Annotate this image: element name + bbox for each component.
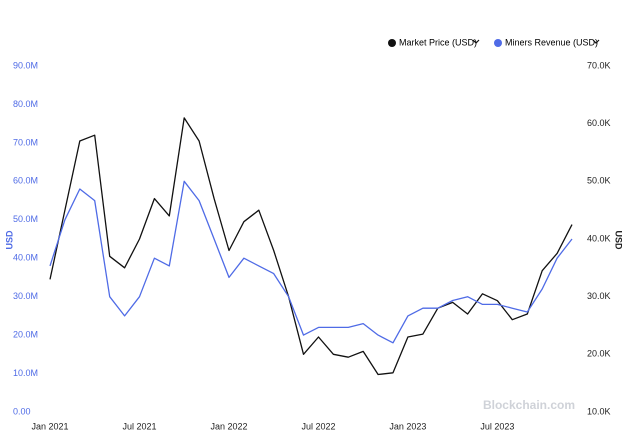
y2-tick-label: 60.0K xyxy=(587,118,611,128)
y-tick-label: 80.0M xyxy=(13,99,38,109)
y2-tick-label: 30.0K xyxy=(587,291,611,301)
y-tick-label: 50.0M xyxy=(13,214,38,224)
y-tick-label: 90.0M xyxy=(13,60,38,70)
legend-chevron xyxy=(592,39,600,44)
watermark: Blockchain.com xyxy=(483,398,575,412)
y-axis-label: USD xyxy=(4,230,14,250)
y2-tick-label: 50.0K xyxy=(587,176,611,186)
x-tick-label: Jan 2022 xyxy=(210,421,247,431)
legend: Market Price (USD) Miners Revenue (USD) xyxy=(388,37,600,47)
legend-chevron xyxy=(472,39,480,44)
y2-tick-label: 70.0K xyxy=(587,60,611,70)
series-line xyxy=(49,180,573,344)
x-tick-label: Jul 2023 xyxy=(480,421,514,431)
y-tick-label: 40.0M xyxy=(13,253,38,263)
legend-swatch xyxy=(388,39,396,47)
legend-label: Market Price (USD) xyxy=(399,37,477,47)
y2-tick-label: 10.0K xyxy=(587,406,611,416)
y-tick-label: 10.0M xyxy=(13,368,38,378)
x-tick-label: Jan 2023 xyxy=(389,421,426,431)
legend-item[interactable]: Market Price (USD) xyxy=(388,37,480,47)
y-tick-label: 70.0M xyxy=(13,137,38,147)
y-tick-label: 30.0M xyxy=(13,291,38,301)
y-tick-label: 60.0M xyxy=(13,176,38,186)
y2-axis-label: USD xyxy=(614,230,624,250)
x-tick-label: Jul 2021 xyxy=(122,421,156,431)
legend-item[interactable]: Miners Revenue (USD) xyxy=(494,37,600,47)
x-tick-label: Jan 2021 xyxy=(31,421,68,431)
y-tick-label: 20.0M xyxy=(13,329,38,339)
y-tick-label: 0.00 xyxy=(13,406,31,416)
legend-label: Miners Revenue (USD) xyxy=(505,37,598,47)
y2-tick-label: 40.0K xyxy=(587,233,611,243)
series-line xyxy=(49,117,573,376)
y2-tick-label: 20.0K xyxy=(587,349,611,359)
legend-swatch xyxy=(494,39,502,47)
x-tick-label: Jul 2022 xyxy=(301,421,335,431)
